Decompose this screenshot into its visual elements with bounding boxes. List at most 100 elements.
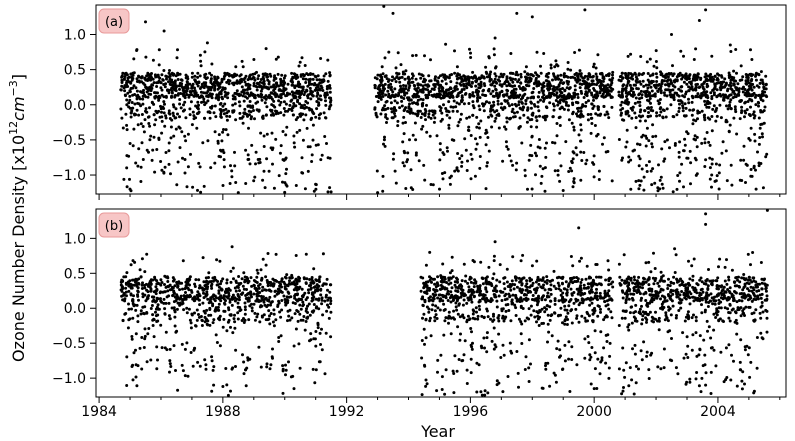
data-point: [408, 138, 411, 142]
data-point: [260, 289, 264, 293]
data-point: [205, 290, 209, 294]
data-point: [298, 366, 302, 370]
data-point: [735, 132, 739, 136]
data-point: [477, 304, 481, 308]
data-point: [281, 364, 285, 368]
data-point: [702, 90, 706, 94]
data-point: [494, 87, 498, 91]
data-point: [633, 111, 637, 115]
data-point: [529, 284, 533, 288]
data-point: [433, 77, 437, 81]
data-point: [302, 277, 306, 281]
data-point: [282, 89, 285, 93]
data-point: [688, 108, 692, 112]
data-point: [453, 85, 457, 89]
data-point: [291, 113, 295, 117]
data-point: [594, 72, 598, 76]
data-point: [530, 154, 534, 158]
data-point: [155, 345, 159, 349]
data-point: [193, 285, 197, 288]
data-point: [474, 79, 478, 83]
data-point: [399, 84, 402, 88]
data-point: [435, 317, 439, 320]
data-point: [484, 187, 488, 191]
data-point: [446, 109, 450, 113]
data-point: [761, 99, 765, 103]
data-point: [629, 72, 633, 76]
data-point: [626, 79, 630, 83]
data-point: [141, 97, 145, 101]
data-point: [270, 103, 274, 107]
data-point: [208, 308, 212, 311]
data-point: [232, 297, 235, 301]
data-point: [140, 113, 144, 116]
data-point: [634, 116, 638, 120]
data-point: [758, 136, 762, 139]
data-point: [757, 104, 760, 108]
data-point: [598, 291, 602, 295]
data-point: [220, 288, 224, 292]
data-point: [421, 80, 425, 84]
data-point: [273, 294, 277, 298]
data-point: [281, 80, 285, 84]
data-point: [326, 288, 329, 292]
data-point: [381, 189, 385, 193]
data-point: [420, 127, 424, 131]
data-point: [489, 83, 493, 87]
data-point: [444, 107, 448, 110]
data-point: [178, 98, 182, 101]
data-point: [467, 78, 471, 82]
data-point: [524, 65, 528, 69]
data-point: [431, 183, 435, 187]
data-point: [271, 277, 275, 281]
data-point: [611, 70, 615, 74]
data-point: [261, 257, 265, 261]
data-point: [465, 382, 469, 385]
data-point: [488, 79, 492, 83]
data-point: [529, 73, 533, 76]
data-point: [329, 296, 332, 300]
data-point: [414, 151, 418, 155]
data-point: [425, 130, 429, 134]
data-point: [710, 95, 714, 98]
data-point: [513, 84, 517, 88]
data-point: [648, 94, 652, 98]
data-point: [128, 106, 132, 110]
data-point: [327, 85, 331, 89]
data-point: [145, 288, 149, 292]
data-point: [541, 91, 545, 95]
data-point: [174, 74, 178, 78]
data-point: [416, 112, 420, 116]
data-point: [290, 281, 294, 285]
data-point: [268, 295, 272, 299]
data-point: [214, 96, 218, 100]
data-point: [258, 282, 262, 286]
data-point: [172, 290, 176, 294]
data-point: [255, 268, 259, 272]
data-point: [527, 338, 531, 342]
data-point: [737, 87, 741, 91]
data-point: [610, 105, 614, 109]
data-point: [671, 190, 675, 194]
data-point: [123, 312, 127, 316]
data-point: [471, 91, 475, 95]
data-point: [226, 96, 230, 100]
data-point: [542, 99, 545, 103]
data-point: [410, 76, 414, 80]
data-point: [654, 60, 658, 63]
data-point: [298, 60, 302, 64]
data-point: [201, 256, 205, 260]
data-point: [311, 310, 315, 314]
data-point: [608, 78, 612, 82]
data-point: [654, 72, 658, 76]
data-point: [126, 91, 130, 95]
data-point: [240, 90, 244, 94]
data-point: [740, 109, 744, 113]
data-point: [314, 297, 318, 301]
data-point: [203, 315, 207, 319]
data-point: [646, 78, 650, 82]
data-point: [517, 100, 521, 104]
data-point: [577, 48, 581, 52]
data-point: [379, 112, 383, 116]
data-point: [244, 297, 248, 300]
